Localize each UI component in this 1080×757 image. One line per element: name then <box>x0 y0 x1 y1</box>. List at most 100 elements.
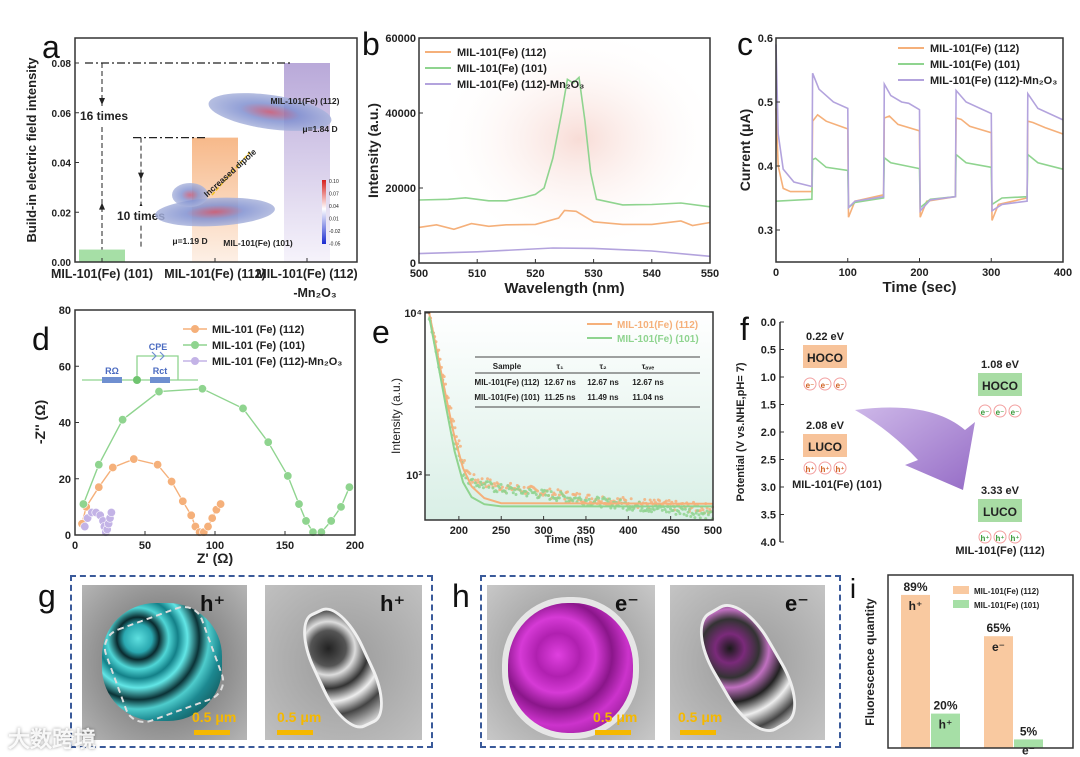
y-axis-label: Fluorescence quantity <box>863 598 877 726</box>
y-tick-label: 0.04 <box>52 159 72 170</box>
data-point <box>504 491 508 495</box>
data-point <box>263 437 273 447</box>
x-tick-label: 200 <box>910 267 928 279</box>
data-point <box>494 484 498 488</box>
y-tick-label: 10⁴ <box>404 308 422 320</box>
bar-1-1 <box>1014 739 1043 748</box>
data-point <box>663 508 667 512</box>
data-point <box>640 506 644 510</box>
x-tick-label: 540 <box>643 268 661 280</box>
electron-icon <box>978 404 992 418</box>
data-point <box>479 480 483 484</box>
data-point <box>442 375 446 379</box>
data-point <box>698 509 702 513</box>
y-tick-label: 0 <box>410 258 416 270</box>
data-point <box>449 406 453 410</box>
x-tick-label: 400 <box>619 525 637 537</box>
circuit-wire-parallel <box>136 355 179 380</box>
data-point <box>686 510 690 514</box>
x-axis-label: Time (sec) <box>883 279 957 296</box>
electron-icon <box>1008 404 1022 418</box>
data-point <box>584 499 588 503</box>
y-tick-label: 60 <box>59 361 71 373</box>
data-point <box>563 497 567 501</box>
x-category-label: MIL-101(Fe) (112) <box>256 267 357 281</box>
data-point <box>625 508 629 512</box>
data-point <box>648 507 652 511</box>
x-tick-label: 510 <box>468 268 486 280</box>
bar-carrier-label: h⁺ <box>909 599 923 613</box>
colorbar-tick-label: -0.02 <box>329 229 341 235</box>
hole-icon <box>993 530 1007 544</box>
x-tick-label: 50 <box>139 540 151 552</box>
legend-label: MIL-101(Fe) (101) <box>930 59 1020 71</box>
data-point <box>590 497 594 501</box>
luco-box <box>978 499 1022 522</box>
bar-carrier-label: h⁺ <box>939 718 953 732</box>
resistor-r-ct <box>150 377 170 383</box>
hole-symbol: h⁺ <box>835 465 844 474</box>
legend-swatch <box>953 600 969 608</box>
hoco-label: HOCO <box>807 351 843 365</box>
data-point <box>599 500 603 504</box>
scale-label: 0.5 μm <box>593 709 638 725</box>
molecule-112 <box>208 93 332 131</box>
bar-0-1 <box>984 636 1013 748</box>
data-point <box>443 382 447 386</box>
plot-frame-b <box>418 37 711 264</box>
circuit-node <box>133 376 141 384</box>
data-point <box>518 488 522 492</box>
data-point <box>542 488 546 492</box>
data-point <box>533 490 537 494</box>
data-point <box>499 482 503 486</box>
bar-1-0 <box>931 713 960 748</box>
hole-symbol: h⁺ <box>1010 534 1019 543</box>
scale-bar <box>277 730 313 735</box>
y-tick-label: 0.5 <box>758 97 773 109</box>
table-cell: MIL-101(Fe) (112) <box>475 378 540 387</box>
y-axis-label: Intensity (a.u.) <box>365 103 381 198</box>
data-point <box>238 403 248 413</box>
x-tick-label: 150 <box>276 540 294 552</box>
electron-icon <box>833 377 847 391</box>
fit-line-0 <box>81 458 222 533</box>
data-point <box>555 499 559 503</box>
dipole-arrow <box>211 151 251 196</box>
data-point <box>468 472 472 476</box>
data-point <box>129 454 139 464</box>
data-point <box>648 498 652 502</box>
data-point <box>693 516 697 520</box>
data-point <box>664 499 668 503</box>
hole-icon <box>818 461 832 475</box>
fluorescence-blob-cyan <box>102 603 222 721</box>
data-point <box>452 419 456 423</box>
data-point <box>453 426 457 430</box>
x-tick-label: 100 <box>206 540 224 552</box>
data-point <box>575 491 579 495</box>
data-point <box>545 489 549 493</box>
hole-icon <box>978 530 992 544</box>
data-point <box>511 491 515 495</box>
table-header: τₐᵥₑ <box>642 362 655 371</box>
x-tick-label: 0 <box>773 267 779 279</box>
data-point <box>643 497 647 501</box>
watermark: 大数跨境 <box>8 728 97 753</box>
legend-label: MIL-101 (Fe) (101) <box>212 340 305 352</box>
data-point <box>301 516 311 526</box>
data-point <box>616 497 620 501</box>
hole-icon <box>833 461 847 475</box>
molecule-label-101: MIL-101(Fe) (101) <box>223 238 293 248</box>
data-point <box>108 462 118 472</box>
micrograph-g-101: h⁺ 0.5 μm <box>265 585 422 740</box>
data-point <box>487 485 491 489</box>
transfer-arrow-icon <box>855 407 975 490</box>
bar-value-label: 65% <box>986 621 1010 635</box>
data-point <box>462 458 466 462</box>
data-point <box>587 497 591 501</box>
hoco-box <box>803 345 847 368</box>
luco-box <box>803 434 847 457</box>
data-point <box>667 499 671 503</box>
series-line-2 <box>775 44 1064 213</box>
data-point <box>484 485 488 489</box>
